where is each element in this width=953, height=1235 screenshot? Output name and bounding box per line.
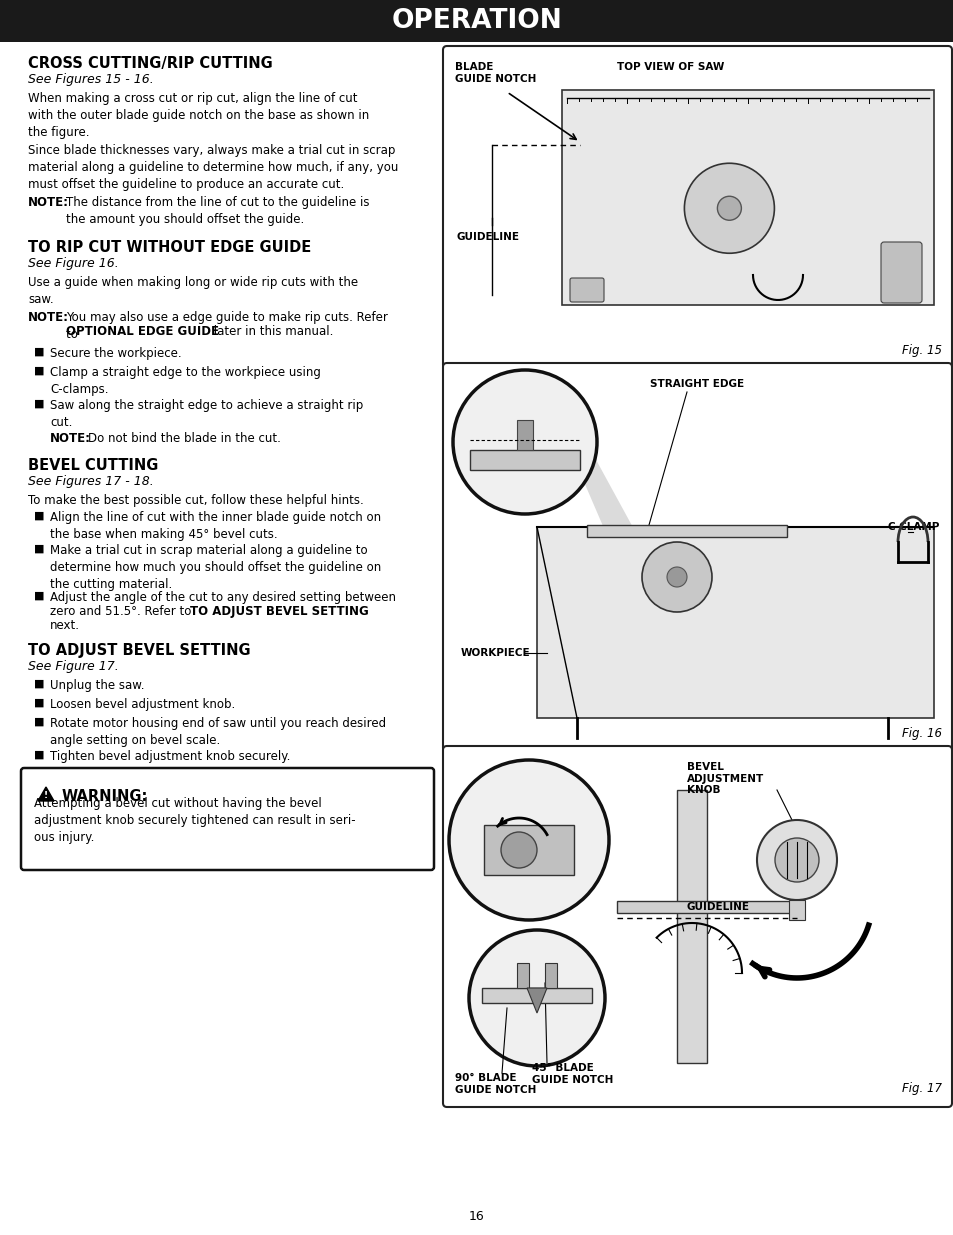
Polygon shape [575, 422, 677, 698]
Text: Tighten bevel adjustment knob securely.: Tighten bevel adjustment knob securely. [50, 750, 290, 763]
Text: BLADE
GUIDE NOTCH: BLADE GUIDE NOTCH [455, 62, 536, 84]
Text: TO RIP CUT WITHOUT EDGE GUIDE: TO RIP CUT WITHOUT EDGE GUIDE [28, 240, 311, 254]
Circle shape [717, 196, 740, 220]
Text: Clamp a straight edge to the workpiece using
C-clamps.: Clamp a straight edge to the workpiece u… [50, 366, 320, 395]
Text: TO ADJUST BEVEL SETTING: TO ADJUST BEVEL SETTING [28, 643, 251, 658]
FancyBboxPatch shape [880, 242, 921, 303]
Text: To make the best possible cut, follow these helpful hints.: To make the best possible cut, follow th… [28, 494, 363, 508]
Text: See Figures 17 - 18.: See Figures 17 - 18. [28, 475, 153, 488]
Text: Rotate motor housing end of saw until you reach desired
angle setting on bevel s: Rotate motor housing end of saw until yo… [50, 718, 386, 747]
Text: BEVEL CUTTING: BEVEL CUTTING [28, 458, 158, 473]
Text: Saw along the straight edge to achieve a straight rip
cut.: Saw along the straight edge to achieve a… [50, 399, 363, 429]
Text: 45° BLADE
GUIDE NOTCH: 45° BLADE GUIDE NOTCH [532, 1063, 613, 1084]
Text: Fig. 15: Fig. 15 [901, 345, 941, 357]
Text: ■: ■ [34, 511, 45, 521]
Text: ■: ■ [34, 399, 45, 409]
Text: WORKPIECE: WORKPIECE [460, 648, 530, 658]
Text: next.: next. [50, 619, 80, 632]
Text: ■: ■ [34, 698, 45, 708]
Text: NOTE:: NOTE: [50, 432, 91, 445]
Circle shape [683, 163, 774, 253]
Bar [483, 825, 574, 876]
Text: Fig. 16: Fig. 16 [901, 727, 941, 740]
Text: CROSS CUTTING/RIP CUTTING: CROSS CUTTING/RIP CUTTING [28, 56, 273, 70]
Polygon shape [526, 988, 546, 1013]
Text: NOTE:: NOTE: [28, 311, 69, 324]
Text: ■: ■ [34, 347, 45, 357]
Bar [617, 902, 796, 913]
Bar [788, 900, 804, 920]
Text: TOP VIEW OF SAW: TOP VIEW OF SAW [617, 62, 723, 72]
Text: ■: ■ [34, 718, 45, 727]
Text: ■: ■ [34, 592, 45, 601]
FancyBboxPatch shape [442, 746, 951, 1107]
Text: Align the line of cut with the inner blade guide notch on
the base when making 4: Align the line of cut with the inner bla… [50, 511, 381, 541]
Text: See Figure 17.: See Figure 17. [28, 659, 118, 673]
Bar [586, 525, 786, 537]
Bar [677, 790, 706, 1063]
Text: TO ADJUST BEVEL SETTING: TO ADJUST BEVEL SETTING [190, 605, 369, 618]
FancyBboxPatch shape [21, 768, 434, 869]
Text: When making a cross cut or rip cut, align the line of cut
with the outer blade g: When making a cross cut or rip cut, alig… [28, 91, 369, 138]
Text: ■: ■ [34, 543, 45, 555]
Circle shape [774, 839, 818, 882]
Text: You may also use a edge guide to make rip cuts. Refer
to: You may also use a edge guide to make ri… [66, 311, 388, 341]
Text: 90° BLADE
GUIDE NOTCH: 90° BLADE GUIDE NOTCH [455, 1073, 536, 1094]
Circle shape [500, 832, 537, 868]
Text: NOTE:: NOTE: [28, 196, 69, 209]
Bar [0, 0, 953, 42]
FancyBboxPatch shape [442, 46, 951, 369]
Bar [517, 963, 529, 988]
Text: Use a guide when making long or wide rip cuts with the
saw.: Use a guide when making long or wide rip… [28, 275, 357, 306]
Text: C-CLAMP: C-CLAMP [886, 522, 939, 532]
Bar [544, 963, 557, 988]
Text: Fig. 17: Fig. 17 [901, 1082, 941, 1095]
Circle shape [757, 820, 836, 900]
Circle shape [641, 542, 711, 613]
Bar [561, 90, 933, 305]
FancyBboxPatch shape [442, 363, 951, 752]
Text: See Figure 16.: See Figure 16. [28, 257, 118, 270]
Text: ■: ■ [34, 750, 45, 760]
Bar [470, 450, 579, 471]
FancyBboxPatch shape [569, 278, 603, 303]
Text: Unplug the saw.: Unplug the saw. [50, 679, 144, 692]
Text: ■: ■ [34, 679, 45, 689]
Text: 16: 16 [469, 1210, 484, 1224]
Bar [517, 420, 533, 450]
Text: Make a trial cut in scrap material along a guideline to
determine how much you s: Make a trial cut in scrap material along… [50, 543, 381, 590]
Text: Adjust the angle of the cut to any desired setting between: Adjust the angle of the cut to any desir… [50, 592, 395, 604]
Text: Do not bind the blade in the cut.: Do not bind the blade in the cut. [88, 432, 280, 445]
Text: STRAIGHT EDGE: STRAIGHT EDGE [649, 379, 743, 389]
Text: Since blade thicknesses vary, always make a trial cut in scrap
material along a : Since blade thicknesses vary, always mak… [28, 144, 398, 190]
Text: GUIDELINE: GUIDELINE [686, 902, 749, 911]
Text: OPTIONAL EDGE GUIDE: OPTIONAL EDGE GUIDE [66, 325, 219, 338]
Text: later in this manual.: later in this manual. [210, 325, 333, 338]
Circle shape [449, 760, 608, 920]
Bar [481, 988, 592, 1003]
Text: WARNING:: WARNING: [62, 789, 149, 804]
Text: See Figures 15 - 16.: See Figures 15 - 16. [28, 73, 153, 86]
Text: zero and 51.5°. Refer to: zero and 51.5°. Refer to [50, 605, 195, 618]
Text: OPERATION: OPERATION [392, 7, 561, 35]
Circle shape [469, 930, 604, 1066]
Text: !: ! [44, 792, 48, 800]
Polygon shape [38, 787, 54, 802]
Polygon shape [537, 527, 933, 718]
Text: GUIDELINE: GUIDELINE [456, 232, 519, 242]
Circle shape [666, 567, 686, 587]
Text: Attempting a bevel cut without having the bevel
adjustment knob securely tighten: Attempting a bevel cut without having th… [34, 797, 355, 844]
Circle shape [453, 370, 597, 514]
Text: The distance from the line of cut to the guideline is
the amount you should offs: The distance from the line of cut to the… [66, 196, 369, 226]
Text: Loosen bevel adjustment knob.: Loosen bevel adjustment knob. [50, 698, 235, 711]
Text: BEVEL
ADJUSTMENT
KNOB: BEVEL ADJUSTMENT KNOB [686, 762, 763, 795]
Text: Secure the workpiece.: Secure the workpiece. [50, 347, 181, 359]
Text: ■: ■ [34, 366, 45, 375]
